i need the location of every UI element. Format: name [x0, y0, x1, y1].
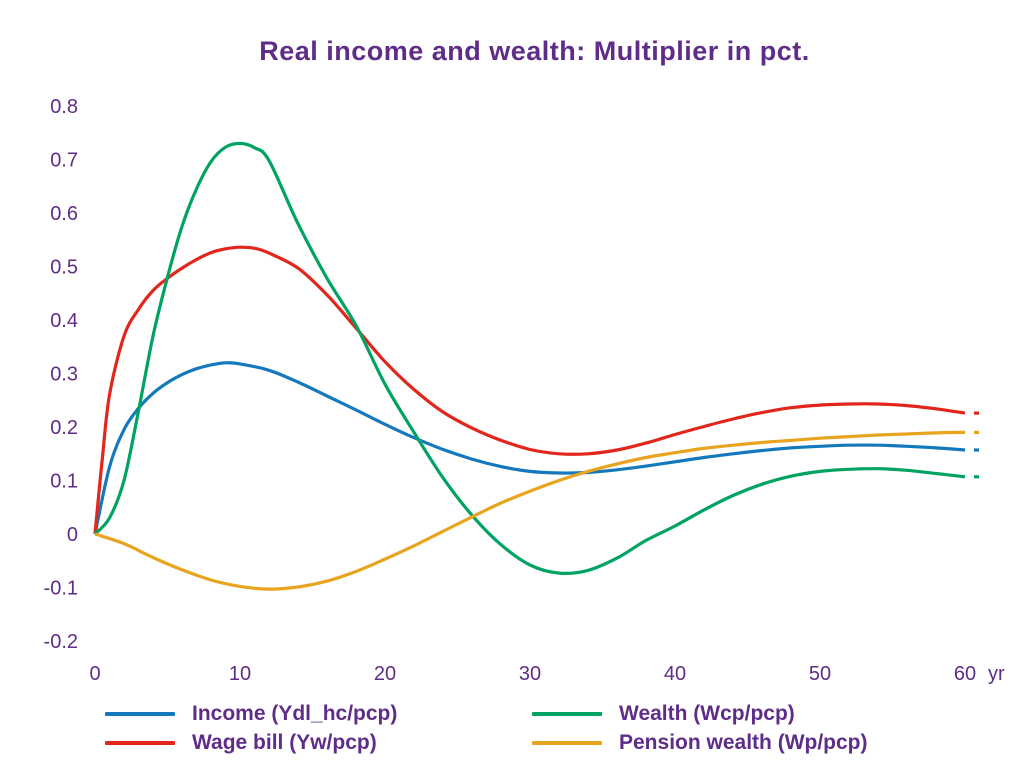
wage-bill-line-swatch [105, 741, 175, 745]
y-axis-tick-label: 0.1 [50, 471, 78, 493]
legend-item-wage-bill: Wage bill (Yw/pcp) [105, 730, 377, 756]
y-axis-tick-label: 0.6 [50, 203, 78, 225]
x-axis-tick-label: 20 [374, 663, 396, 685]
legend-item-wealth: Wealth (Wcp/pcp) [532, 701, 795, 727]
x-axis-tick-label: 0 [89, 663, 100, 685]
chart-curves [93, 141, 979, 591]
y-axis-tick-label: -0.2 [44, 631, 78, 653]
x-axis-tick-label: 30 [519, 663, 541, 685]
y-axis-tick-label: 0.4 [50, 310, 78, 332]
pension-wealth-line-swatch [532, 741, 602, 745]
legend-label-income: Income (Ydl_hc/pcp) [192, 702, 398, 725]
legend-label-wealth: Wealth (Wcp/pcp) [619, 702, 795, 725]
income-line-swatch [105, 712, 175, 716]
y-axis-tick-label: 0.7 [50, 150, 78, 172]
y-axis-tick-label: 0.5 [50, 257, 78, 279]
legend-label-pension-wealth: Pension wealth (Wp/pcp) [619, 731, 868, 754]
y-axis-tick-label: 0.8 [50, 96, 78, 118]
wealth-line-swatch [532, 712, 602, 716]
pension-wealth-curve-end-dash [974, 430, 979, 434]
x-axis: 0 10 20 30 40 50 60 yr [89, 663, 1005, 685]
chart-title: Real income and wealth: Multiplier in pc… [259, 36, 810, 66]
legend-item-pension-wealth: Pension wealth (Wp/pcp) [532, 730, 868, 756]
x-axis-tick-label: 10 [229, 663, 251, 685]
legend-label-wage-bill: Wage bill (Yw/pcp) [192, 731, 377, 754]
y-axis: 0.8 0.7 0.6 0.5 0.4 0.3 0.2 0.1 0 -0.1 -… [44, 96, 78, 653]
income-curve [93, 361, 966, 535]
x-axis-tick-label: 40 [664, 663, 686, 685]
wealth-curve-end-dash [974, 475, 979, 479]
income-curve-end-dash [974, 448, 979, 452]
y-axis-tick-label: 0 [67, 524, 78, 546]
x-axis-tick-label: 50 [809, 663, 831, 685]
y-axis-tick-label: 0.2 [50, 417, 78, 439]
wealth-curve [93, 141, 966, 575]
y-axis-tick-label: 0.3 [50, 364, 78, 386]
pension-wealth-curve [94, 430, 966, 591]
x-axis-unit-label: yr [988, 663, 1005, 685]
y-axis-tick-label: -0.1 [44, 578, 78, 600]
legend-item-income: Income (Ydl_hc/pcp) [105, 701, 397, 727]
x-axis-tick-label: 60 [954, 663, 976, 685]
wage-bill-curve-end-dash [974, 411, 979, 415]
